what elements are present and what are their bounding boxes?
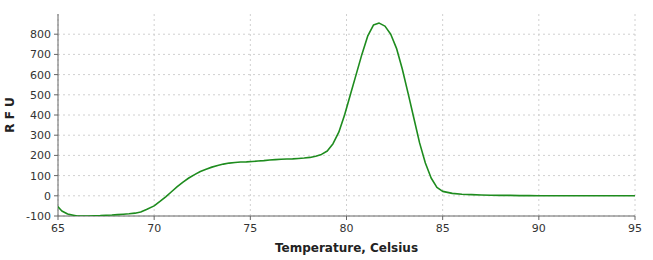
- y-tick-label: 800: [30, 28, 51, 41]
- axes: 65 70 75 80 85 90 95 -100 0 100 200 300 400 500 600 700…: [26, 14, 642, 235]
- grid: [58, 14, 635, 216]
- x-tick: [635, 216, 636, 220]
- x-tick-label: 90: [532, 222, 546, 235]
- grid-line-y: [58, 94, 635, 95]
- x-tick-label: 70: [147, 222, 161, 235]
- y-tick-label: 200: [30, 149, 51, 162]
- grid-line-x: [346, 14, 347, 216]
- y-tick: [54, 195, 58, 196]
- y-tick-label: 0: [44, 190, 51, 203]
- x-tick: [154, 216, 155, 220]
- grid-line-y: [58, 175, 635, 176]
- y-tick: [54, 115, 58, 116]
- y-tick: [54, 155, 58, 156]
- x-tick-label: 65: [51, 222, 65, 235]
- y-tick-label: 700: [30, 48, 51, 61]
- x-tick: [346, 216, 347, 220]
- y-tick-label: 500: [30, 89, 51, 102]
- y-tick-label: 400: [30, 109, 51, 122]
- grid-line-y: [58, 115, 635, 116]
- melt-curve: [58, 23, 635, 216]
- y-tick-label: -100: [26, 210, 51, 223]
- y-tick-label: 100: [30, 170, 51, 183]
- grid-line-y: [58, 54, 635, 55]
- x-tick-label: 75: [243, 222, 257, 235]
- x-tick-label: 95: [628, 222, 642, 235]
- chart-container: 65 70 75 80 85 90 95 -100 0 100 200 300 400 500 600 700…: [0, 0, 653, 260]
- x-tick: [442, 216, 443, 220]
- grid-line-y: [58, 135, 635, 136]
- chart: 65 70 75 80 85 90 95 -100 0 100 200 300 400 500 600 700…: [0, 0, 653, 260]
- y-tick: [54, 135, 58, 136]
- x-tick: [250, 216, 251, 220]
- grid-line-y: [58, 155, 635, 156]
- x-tick: [538, 216, 539, 220]
- y-tick: [54, 94, 58, 95]
- y-tick-label: 600: [30, 69, 51, 82]
- grid-line-y: [58, 74, 635, 75]
- y-tick: [54, 175, 58, 176]
- x-tick-label: 80: [340, 222, 354, 235]
- y-tick: [54, 74, 58, 75]
- y-axis-label: R F U: [3, 97, 17, 133]
- y-tick: [54, 216, 58, 217]
- x-axis-label: Temperature, Celsius: [275, 241, 418, 255]
- plot-area: [58, 23, 635, 216]
- y-tick: [54, 34, 58, 35]
- y-tick: [54, 54, 58, 55]
- y-tick-label: 300: [30, 129, 51, 142]
- grid-line-y: [58, 34, 635, 35]
- x-tick: [58, 216, 59, 220]
- x-tick-label: 85: [436, 222, 450, 235]
